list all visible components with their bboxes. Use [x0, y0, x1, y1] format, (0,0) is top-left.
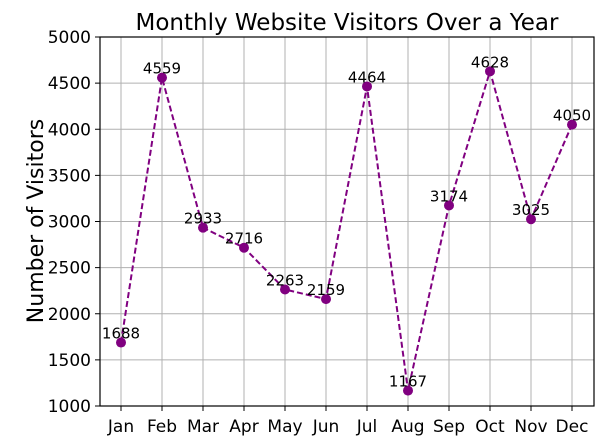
data-point [403, 385, 413, 396]
data-label: 2933 [184, 210, 222, 228]
x-tick-label: May [267, 417, 302, 437]
x-tick-label: Apr [229, 417, 258, 437]
data-point [526, 214, 536, 225]
x-tick-label: Jan [107, 417, 134, 437]
x-tick-label: Oct [475, 417, 505, 437]
y-tick-label: 3500 [48, 166, 91, 186]
y-axis-ticks: 1000 1500 2000 2500 3000 3500 4000 4500 5000 [48, 28, 100, 417]
series-line-visitors [120, 67, 573, 391]
data-label: 3025 [512, 201, 550, 219]
data-point [485, 66, 495, 77]
x-tick-label: Feb [147, 417, 177, 437]
y-tick-label: 4500 [48, 74, 91, 94]
y-axis-label: Number of Visitors [24, 119, 49, 323]
data-point [116, 337, 126, 348]
data-point [198, 222, 208, 233]
y-tick-label: 5000 [48, 28, 91, 48]
data-label: 4464 [348, 68, 386, 86]
y-tick-label: 1000 [48, 397, 91, 417]
data-label: 3174 [430, 187, 468, 205]
x-tick-label: Jun [312, 417, 340, 437]
data-point [157, 72, 167, 83]
x-tick-label: Sep [433, 417, 465, 437]
x-tick-label: Jul [356, 417, 378, 437]
data-label: 2716 [225, 230, 263, 248]
data-label: 4050 [553, 107, 591, 125]
y-tick-label: 4000 [48, 120, 91, 140]
data-point [321, 294, 331, 305]
chart-title: Monthly Website Visitors Over a Year [136, 10, 560, 36]
data-label: 2263 [266, 271, 304, 289]
x-tick-label: Aug [391, 417, 424, 437]
data-points [116, 66, 577, 396]
data-label: 4559 [143, 60, 181, 78]
y-tick-label: 2000 [48, 305, 91, 325]
data-label: 1688 [102, 325, 140, 343]
data-point [444, 200, 454, 211]
y-tick-label: 2500 [48, 259, 91, 279]
data-label: 1167 [389, 373, 427, 391]
x-tick-label: Nov [514, 417, 547, 437]
data-point [362, 81, 372, 92]
x-axis-ticks: Jan Feb Mar Apr May Jun Jul Aug Sep Oct Nov Dec [107, 406, 589, 437]
y-tick-label: 3000 [48, 213, 91, 233]
grid [100, 36, 594, 407]
y-tick-label: 1500 [48, 351, 91, 371]
data-label: 2159 [307, 281, 345, 299]
data-point [239, 242, 249, 253]
data-point [567, 119, 577, 130]
data-point [280, 284, 290, 295]
x-tick-label: Dec [556, 417, 589, 437]
data-label: 4628 [471, 53, 509, 71]
x-tick-label: Mar [187, 417, 219, 437]
